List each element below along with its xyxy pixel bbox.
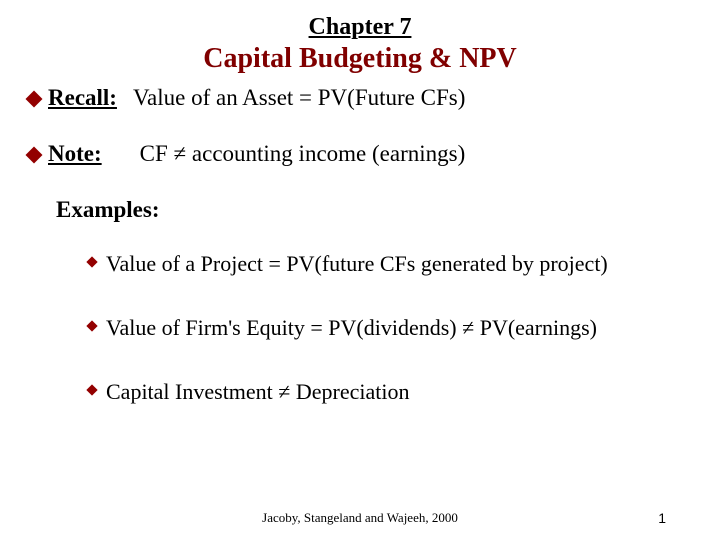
recall-text: Value of an Asset = PV(Future CFs) [133, 85, 465, 111]
example-suffix: Depreciation [290, 379, 409, 404]
slide-title: Capital Budgeting & NPV [28, 43, 692, 75]
example-prefix: Capital Investment [106, 379, 278, 404]
page-number: 1 [658, 510, 666, 526]
bullet-small-icon [86, 320, 97, 331]
bullet-small-icon [86, 384, 97, 395]
note-suffix: accounting income (earnings) [186, 141, 465, 166]
chapter-label: Chapter 7 [28, 14, 692, 41]
slide: Chapter 7 Capital Budgeting & NPV Recall… [0, 0, 720, 540]
footer-citation: Jacoby, Stangeland and Wajeeh, 2000 [0, 510, 720, 526]
recall-row: Recall: Value of an Asset = PV(Future CF… [28, 85, 692, 111]
example-text: Value of a Project = PV(future CFs gener… [106, 251, 608, 277]
bullet-icon [26, 91, 43, 108]
recall-label: Recall: [48, 85, 117, 111]
example-row: Value of Firm's Equity = PV(dividends) ≠… [88, 315, 692, 341]
example-suffix: PV(earnings) [474, 315, 597, 340]
note-row: Note: CF ≠ accounting income (earnings) [28, 141, 692, 167]
bullet-icon [26, 147, 43, 164]
example-row: Value of a Project = PV(future CFs gener… [88, 251, 692, 277]
note-label: Note: [48, 141, 102, 167]
example-prefix: Value of Firm's Equity = PV(dividends) [106, 315, 462, 340]
examples-heading: Examples: [56, 197, 692, 223]
example-row: Capital Investment ≠ Depreciation [88, 379, 692, 405]
example-text: Value of Firm's Equity = PV(dividends) ≠… [106, 315, 597, 341]
note-text: CF ≠ accounting income (earnings) [140, 141, 466, 167]
example-text: Capital Investment ≠ Depreciation [106, 379, 409, 405]
not-equal-symbol: ≠ [174, 141, 187, 166]
not-equal-symbol: ≠ [278, 379, 290, 404]
note-prefix: CF [140, 141, 174, 166]
bullet-small-icon [86, 256, 97, 267]
not-equal-symbol: ≠ [462, 315, 474, 340]
